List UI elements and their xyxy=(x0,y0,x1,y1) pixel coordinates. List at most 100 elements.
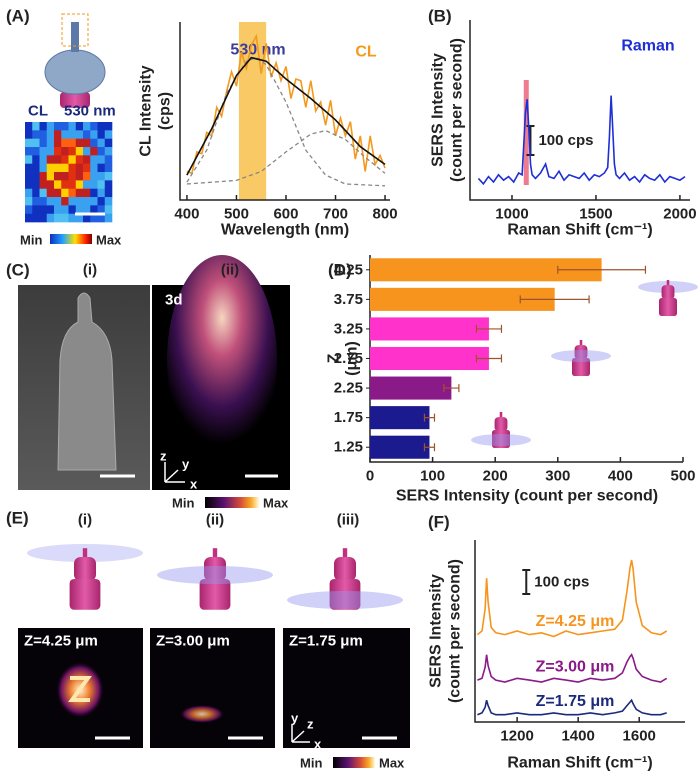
heatmap-cell xyxy=(25,214,33,223)
y-axis-label: (count per second) xyxy=(447,559,464,703)
heatmap-cell xyxy=(90,139,98,148)
heatmap-cell xyxy=(61,130,69,139)
axis-x: x xyxy=(314,737,322,752)
axis-z: z xyxy=(160,449,167,464)
colorbar xyxy=(333,757,375,768)
heatmap-cell xyxy=(69,189,77,198)
x-tick-label: 800 xyxy=(373,206,398,223)
heatmap-cell xyxy=(98,139,106,148)
heatmap-cell xyxy=(40,172,48,181)
x-tick-label: 1500 xyxy=(579,206,612,223)
y-axis-label: (count per second) xyxy=(449,38,466,182)
x-tick-label: 400 xyxy=(174,206,199,223)
heatmap-cell xyxy=(76,180,84,189)
heatmap-cell xyxy=(83,197,91,206)
heatmap-cell xyxy=(47,214,55,223)
heatmap-cell xyxy=(61,147,69,156)
heatmap-cell xyxy=(25,155,33,164)
heatmap-cell xyxy=(90,130,98,139)
colorbar xyxy=(205,497,259,508)
heatmap-cell xyxy=(69,197,77,206)
x-axis-label: SERS Intensity (count per second) xyxy=(396,488,658,505)
sub-label: (ii) xyxy=(221,262,239,279)
heatmap-cell xyxy=(47,197,55,206)
heatmap-cell xyxy=(40,180,48,189)
heatmap-cell xyxy=(47,122,55,131)
sub-label: (iii) xyxy=(337,512,360,529)
heatmap-cell xyxy=(76,164,84,173)
heatmap-cell xyxy=(61,172,69,181)
heatmap-cell xyxy=(76,147,84,156)
heatmap-cell xyxy=(83,180,91,189)
heatmap-cell xyxy=(105,164,113,173)
heatmap-cell xyxy=(47,164,55,173)
colorbar-min: Min xyxy=(172,496,194,511)
heatmap-cell xyxy=(105,147,113,156)
x-tick-label: 500 xyxy=(224,206,249,223)
image-tag: 3d xyxy=(165,292,183,309)
axis-y: y xyxy=(291,711,299,726)
heatmap-cell xyxy=(98,122,106,131)
z-label: Z=1.75 μm xyxy=(289,633,363,650)
heatmap-cell xyxy=(83,147,91,156)
heatmap-cell xyxy=(61,122,69,131)
series-line xyxy=(187,58,385,186)
x-tick-label: 500 xyxy=(670,468,695,485)
heatmap-cell xyxy=(32,155,40,164)
annotation: Raman xyxy=(621,38,674,55)
heatmap-cell xyxy=(98,189,106,198)
heatmap-cell xyxy=(90,164,98,173)
heatmap-cell xyxy=(47,147,55,156)
heatmap-cell xyxy=(54,205,62,214)
heatmap-cell xyxy=(61,205,69,214)
heatmap-cell xyxy=(69,164,77,173)
heatmap-cell xyxy=(54,180,62,189)
heatmap-cell xyxy=(61,164,69,173)
heatmap-cell xyxy=(69,139,77,148)
scale-bar-label: 100 cps xyxy=(538,132,593,149)
heatmap-cell xyxy=(40,197,48,206)
heatmap-cell xyxy=(90,147,98,156)
scale-bar xyxy=(522,570,530,594)
heatmap-cell xyxy=(54,139,62,148)
x-tick-label: 700 xyxy=(323,206,348,223)
heatmap-cell xyxy=(105,197,113,206)
focal-plane xyxy=(471,434,531,446)
heatmap-cell xyxy=(54,155,62,164)
sub-label: (ii) xyxy=(206,512,224,529)
annotation: CL xyxy=(355,44,377,61)
colorbar xyxy=(50,234,92,244)
figure: Min Max CL 530 nm z y x 3d Min Max (i) (… xyxy=(0,0,699,774)
panel-label: (E) xyxy=(6,509,29,528)
y-tick-label: 3.75 xyxy=(334,291,363,308)
heatmap-cell xyxy=(76,189,84,198)
heatmap-cell xyxy=(40,122,48,131)
x-tick-label: 300 xyxy=(545,468,570,485)
z-label: Z=3.00 μm xyxy=(156,633,230,650)
heatmap-cell xyxy=(25,180,33,189)
heatmap-cell xyxy=(47,189,55,198)
heatmap-cell xyxy=(83,189,91,198)
heatmap-cell xyxy=(47,172,55,181)
heatmap-cell xyxy=(98,147,106,156)
heatmap-cell xyxy=(40,214,48,223)
heatmap-cell xyxy=(83,155,91,164)
bar xyxy=(370,436,429,459)
x-tick-label: 600 xyxy=(273,206,298,223)
heatmap-cell xyxy=(90,172,98,181)
heatmap-cell xyxy=(25,130,33,139)
colorbar-max: Max xyxy=(96,233,122,248)
3d-glow xyxy=(167,255,277,465)
x-tick-label: 0 xyxy=(366,468,374,485)
y-tick-label: 2.75 xyxy=(334,350,363,367)
heatmap-cell xyxy=(54,189,62,198)
x-tick-label: 1600 xyxy=(623,728,656,745)
heatmap-cell xyxy=(69,180,77,189)
heatmap-cell xyxy=(40,155,48,164)
heatmap-cell xyxy=(83,164,91,173)
heatmap-cell xyxy=(76,172,84,181)
series-label: Z=4.25 μm xyxy=(536,613,615,630)
heatmap-cell xyxy=(61,155,69,164)
heatmap-cell xyxy=(105,205,113,214)
heatmap-cell xyxy=(54,130,62,139)
